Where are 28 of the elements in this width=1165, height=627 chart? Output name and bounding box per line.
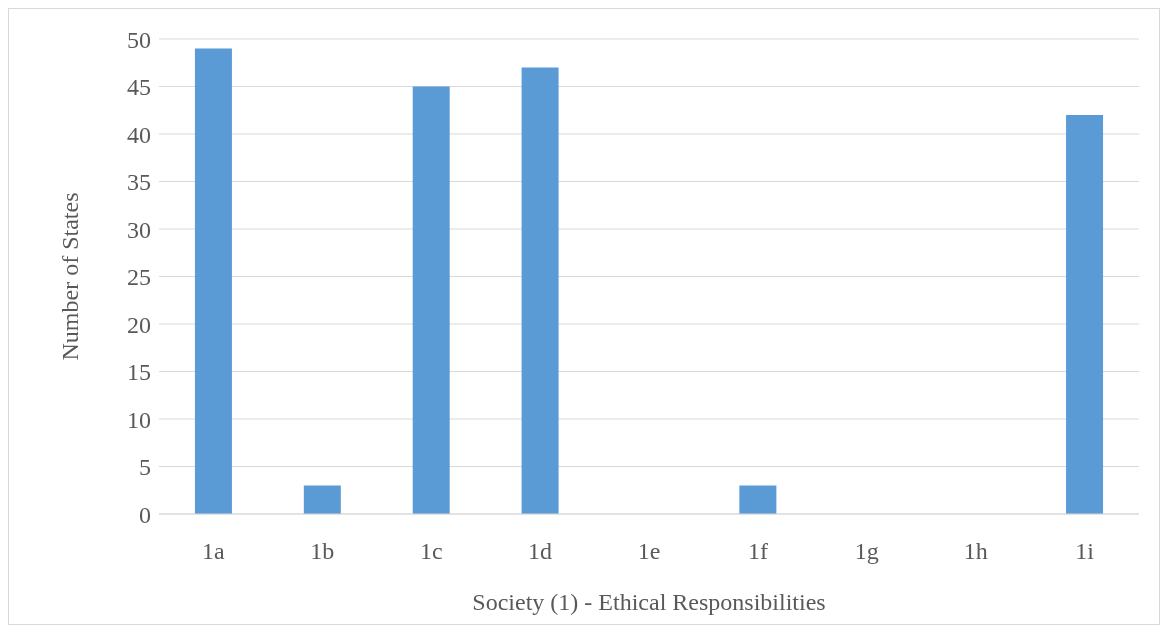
bar [194, 48, 232, 514]
y-tick-label: 45 [127, 74, 151, 101]
x-tick-label: 1e [637, 538, 661, 565]
x-tick-label: 1g [854, 538, 879, 565]
y-tick-label: 40 [127, 121, 151, 148]
x-tick-label: 1a [202, 538, 226, 565]
bar [739, 485, 777, 514]
x-tick-label: 1c [419, 538, 443, 565]
y-tick-label: 50 [127, 26, 151, 53]
y-axis-title: Number of States [56, 192, 83, 361]
y-tick-label: 30 [127, 216, 151, 243]
bar [1066, 115, 1104, 514]
y-tick-label: 25 [127, 264, 151, 291]
bar [412, 86, 450, 514]
x-tick-label: 1f [747, 538, 768, 565]
y-tick-label: 0 [139, 501, 151, 528]
x-tick-label: 1h [963, 538, 988, 565]
y-tick-label: 10 [127, 406, 151, 433]
y-tick-label: 15 [127, 359, 151, 386]
y-tick-label: 35 [127, 169, 151, 196]
y-tick-label: 5 [139, 454, 151, 481]
x-tick-label: 1i [1075, 538, 1095, 565]
x-axis-title: Society (1) - Ethical Responsibilities [472, 589, 826, 615]
y-tick-label: 20 [127, 311, 151, 338]
bar [303, 485, 341, 514]
x-tick-label: 1b [310, 538, 335, 565]
bar [521, 67, 559, 514]
x-tick-label: 1d [528, 538, 553, 565]
